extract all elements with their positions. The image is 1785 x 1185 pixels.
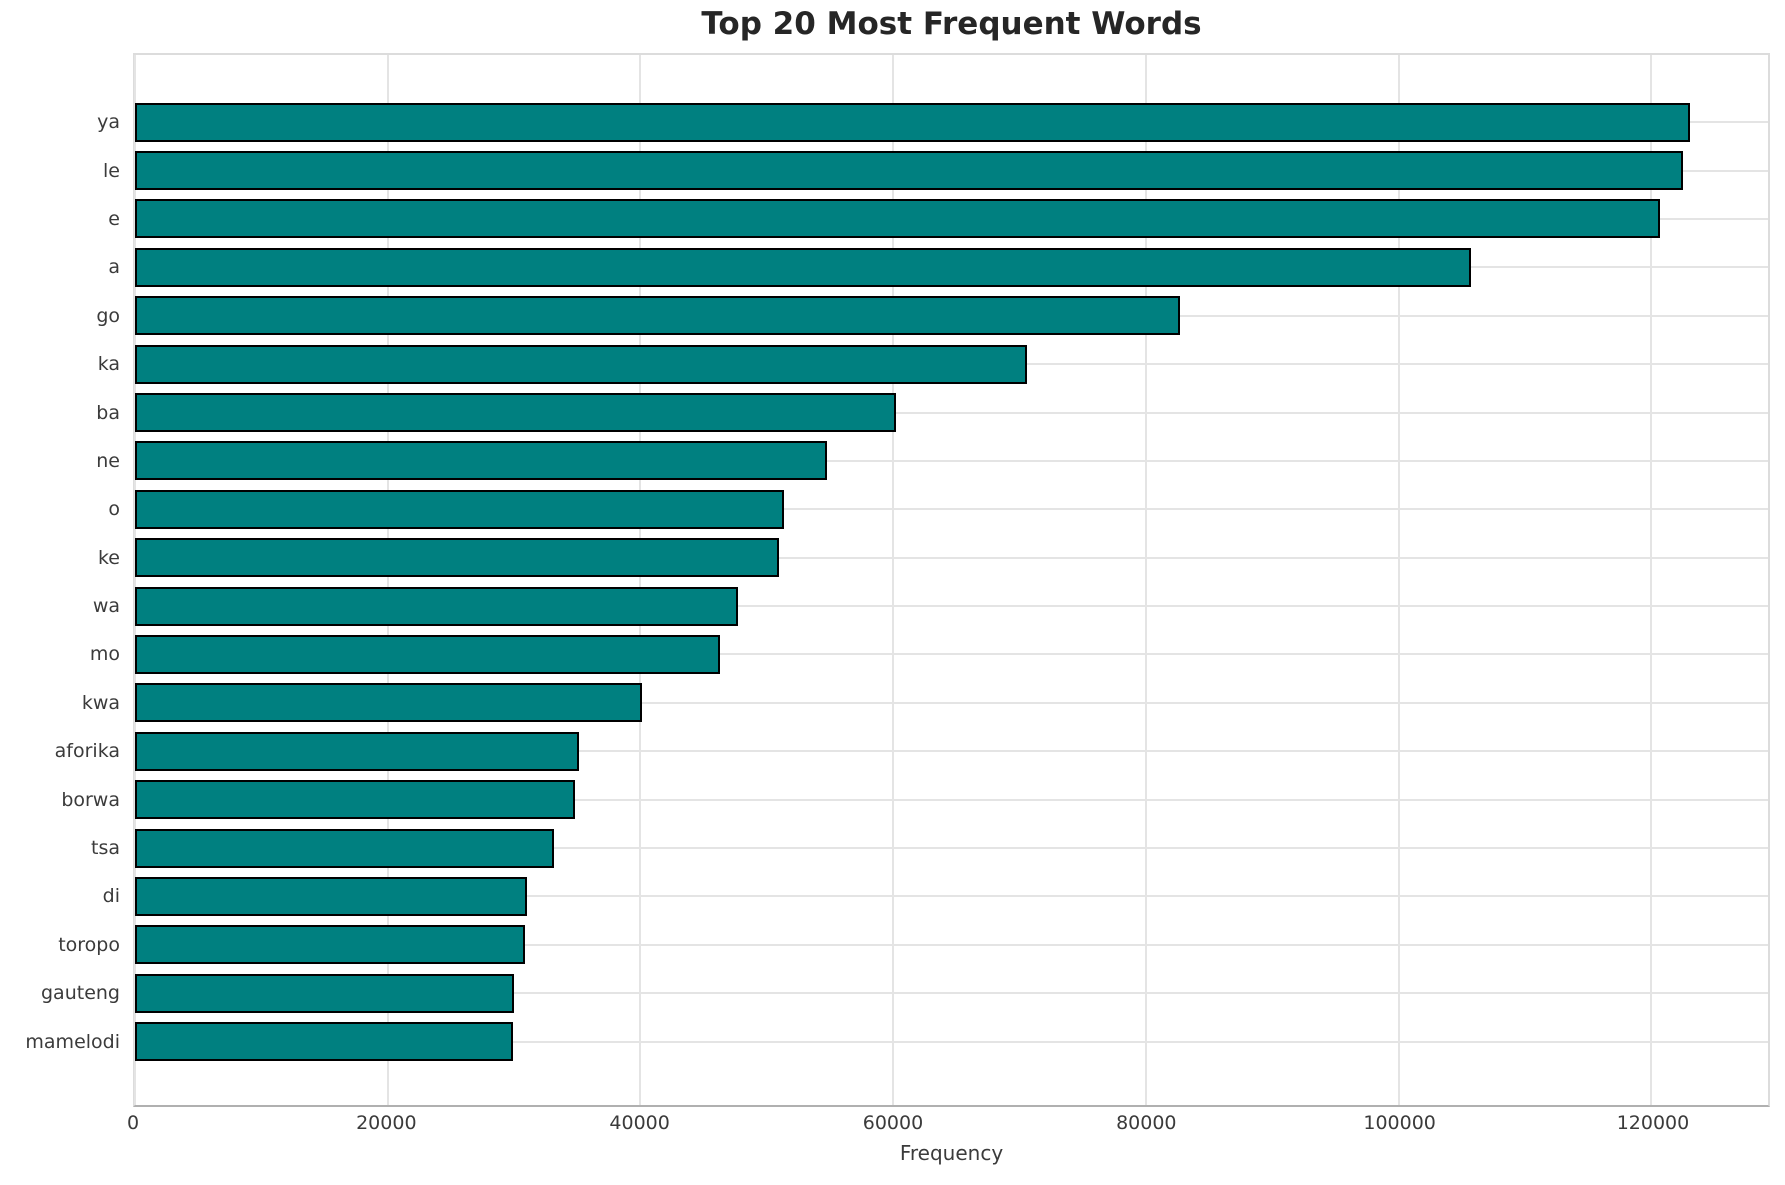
bar-row: tsa — [91, 824, 1768, 872]
x-tick-label: 0 — [126, 1112, 140, 1134]
y-gridline — [135, 653, 1768, 656]
x-gridline — [386, 55, 389, 1105]
bar-row: go — [96, 292, 1768, 340]
x-axis-label: Frequency — [899, 1141, 1004, 1165]
x-tick-label: 20000 — [356, 1112, 417, 1134]
y-gridline — [135, 605, 1768, 608]
x-gridline — [1650, 55, 1653, 1105]
y-gridline — [135, 750, 1768, 753]
y-gridline — [135, 798, 1768, 801]
bar-go — [135, 296, 1180, 336]
bar-row: ka — [98, 340, 1768, 388]
bar-row: ba — [96, 388, 1768, 436]
x-gridlines — [134, 55, 1768, 1105]
bar-ka — [135, 344, 1028, 384]
x-tick-label: 120000 — [1616, 1112, 1690, 1134]
bar-mamelodi — [135, 1022, 513, 1062]
category-label: tsa — [91, 837, 120, 860]
bar-row: le — [103, 146, 1768, 194]
bar-mo — [135, 634, 721, 674]
bar-a — [135, 247, 1471, 287]
bar-row: gauteng — [41, 969, 1768, 1017]
x-gridline — [1144, 55, 1147, 1105]
bar-aforika — [135, 731, 579, 771]
category-label: e — [108, 207, 120, 230]
y-gridline — [135, 701, 1768, 704]
bar-row: e — [108, 195, 1768, 243]
x-gridline — [134, 55, 136, 1105]
category-label: ya — [97, 111, 120, 134]
category-label: mamelodi — [25, 1030, 120, 1053]
y-gridline — [135, 556, 1768, 559]
bar-ya — [135, 102, 1691, 142]
category-label: mo — [89, 643, 120, 666]
bar-le — [135, 151, 1683, 191]
category-label: ba — [96, 401, 120, 424]
bar-row: ne — [96, 437, 1768, 485]
category-label: a — [108, 256, 120, 279]
category-label: gauteng — [41, 982, 120, 1005]
y-gridline — [135, 847, 1768, 850]
x-gridline — [639, 55, 642, 1105]
category-label: kwa — [81, 691, 120, 714]
bar-o — [135, 489, 785, 529]
x-tick-label: 40000 — [609, 1112, 670, 1134]
category-label: di — [102, 885, 120, 908]
bar-row: borwa — [61, 775, 1768, 823]
y-gridline — [135, 1040, 1768, 1043]
bar-row: mo — [90, 630, 1768, 678]
plot-area: ya le e a go ka ba ne o ke wa mo kwa aforika borwa tsa d… — [25, 53, 1770, 1107]
category-label: o — [108, 498, 120, 521]
category-label: aforika — [54, 740, 120, 763]
y-gridline — [135, 459, 1768, 462]
bar-ke — [135, 538, 780, 578]
bar-toropo — [135, 925, 526, 965]
x-gridline — [892, 55, 895, 1105]
bar-e — [135, 199, 1661, 239]
bar-gauteng — [135, 973, 515, 1013]
bar-borwa — [135, 780, 575, 820]
x-axis-ticks: 0 20000 40000 60000 80000 100000 120000 — [127, 1112, 1770, 1140]
bars-container: ya le e a go ka ba ne o ke wa mo kwa aforika borwa tsa d… — [25, 98, 1768, 1066]
x-tick-label: 60000 — [862, 1112, 924, 1134]
bar-ne — [135, 441, 828, 481]
category-label: le — [103, 159, 120, 182]
bar-row: toropo — [58, 921, 1768, 969]
category-label: ke — [97, 546, 120, 569]
bar-row: a — [108, 243, 1768, 291]
x-tick-label: 100000 — [1363, 1112, 1436, 1134]
bar-row: mamelodi — [25, 1017, 1768, 1065]
chart-title: Top 20 Most Frequent Words — [701, 6, 1202, 42]
y-gridline — [135, 895, 1768, 898]
bar-row: o — [108, 485, 1768, 533]
bar-wa — [135, 586, 738, 626]
category-label: ne — [96, 449, 120, 472]
y-gridline — [135, 411, 1768, 414]
y-gridline — [135, 508, 1768, 511]
category-label: go — [96, 304, 120, 327]
bar-row: ya — [97, 98, 1768, 146]
bar-ba — [135, 393, 896, 433]
category-label: ka — [97, 353, 120, 376]
bar-row: kwa — [82, 679, 1768, 727]
category-label: wa — [92, 595, 120, 618]
x-gridline — [1397, 55, 1400, 1105]
bar-row: wa — [93, 582, 1768, 630]
bar-di — [135, 876, 527, 916]
category-label: borwa — [61, 788, 120, 811]
y-gridline — [135, 992, 1768, 995]
category-label: toropo — [58, 933, 120, 956]
bar-row: ke — [98, 534, 1768, 582]
x-tick-label: 80000 — [1116, 1112, 1177, 1134]
y-gridline — [135, 943, 1768, 946]
bar-row: di — [103, 872, 1768, 920]
bar-row: aforika — [55, 727, 1768, 775]
bar-kwa — [135, 683, 642, 723]
bar-tsa — [135, 828, 555, 868]
